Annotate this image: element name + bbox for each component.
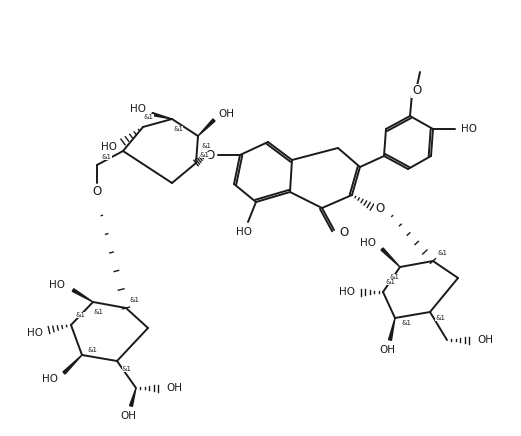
Text: &1: &1 [94, 309, 104, 315]
Text: &1: &1 [435, 315, 445, 321]
Text: OH: OH [218, 109, 234, 119]
Polygon shape [389, 318, 395, 341]
Text: HO: HO [130, 104, 146, 114]
Text: O: O [413, 85, 421, 98]
Polygon shape [72, 289, 93, 302]
Text: &1: &1 [144, 114, 154, 120]
Text: OH: OH [166, 383, 182, 393]
Text: &1: &1 [102, 154, 112, 160]
Text: &1: &1 [201, 143, 211, 149]
Text: HO: HO [49, 280, 65, 290]
Text: HO: HO [101, 142, 117, 152]
Text: &1: &1 [390, 274, 400, 280]
Text: HO: HO [339, 287, 355, 297]
Text: &1: &1 [200, 152, 210, 158]
Polygon shape [63, 355, 82, 374]
Text: OH: OH [477, 335, 493, 345]
Text: OH: OH [379, 345, 395, 355]
Polygon shape [130, 388, 136, 406]
Text: HO: HO [236, 227, 252, 237]
Text: HO: HO [27, 328, 43, 338]
Text: &1: &1 [386, 279, 396, 285]
Text: HO: HO [42, 374, 58, 384]
Text: O: O [375, 201, 384, 215]
Text: OH: OH [120, 411, 136, 421]
Polygon shape [152, 112, 172, 119]
Text: &1: &1 [130, 297, 140, 303]
Text: O: O [205, 149, 215, 161]
Text: O: O [339, 225, 349, 238]
Polygon shape [198, 119, 215, 136]
Text: &1: &1 [122, 366, 132, 372]
Text: HO: HO [360, 238, 376, 248]
Text: HO: HO [461, 124, 477, 134]
Text: O: O [92, 184, 102, 198]
Text: &1: &1 [402, 320, 412, 326]
Text: &1: &1 [437, 250, 447, 256]
Text: &1: &1 [173, 126, 183, 132]
Polygon shape [381, 248, 400, 267]
Text: &1: &1 [76, 312, 86, 318]
Text: &1: &1 [87, 347, 97, 353]
